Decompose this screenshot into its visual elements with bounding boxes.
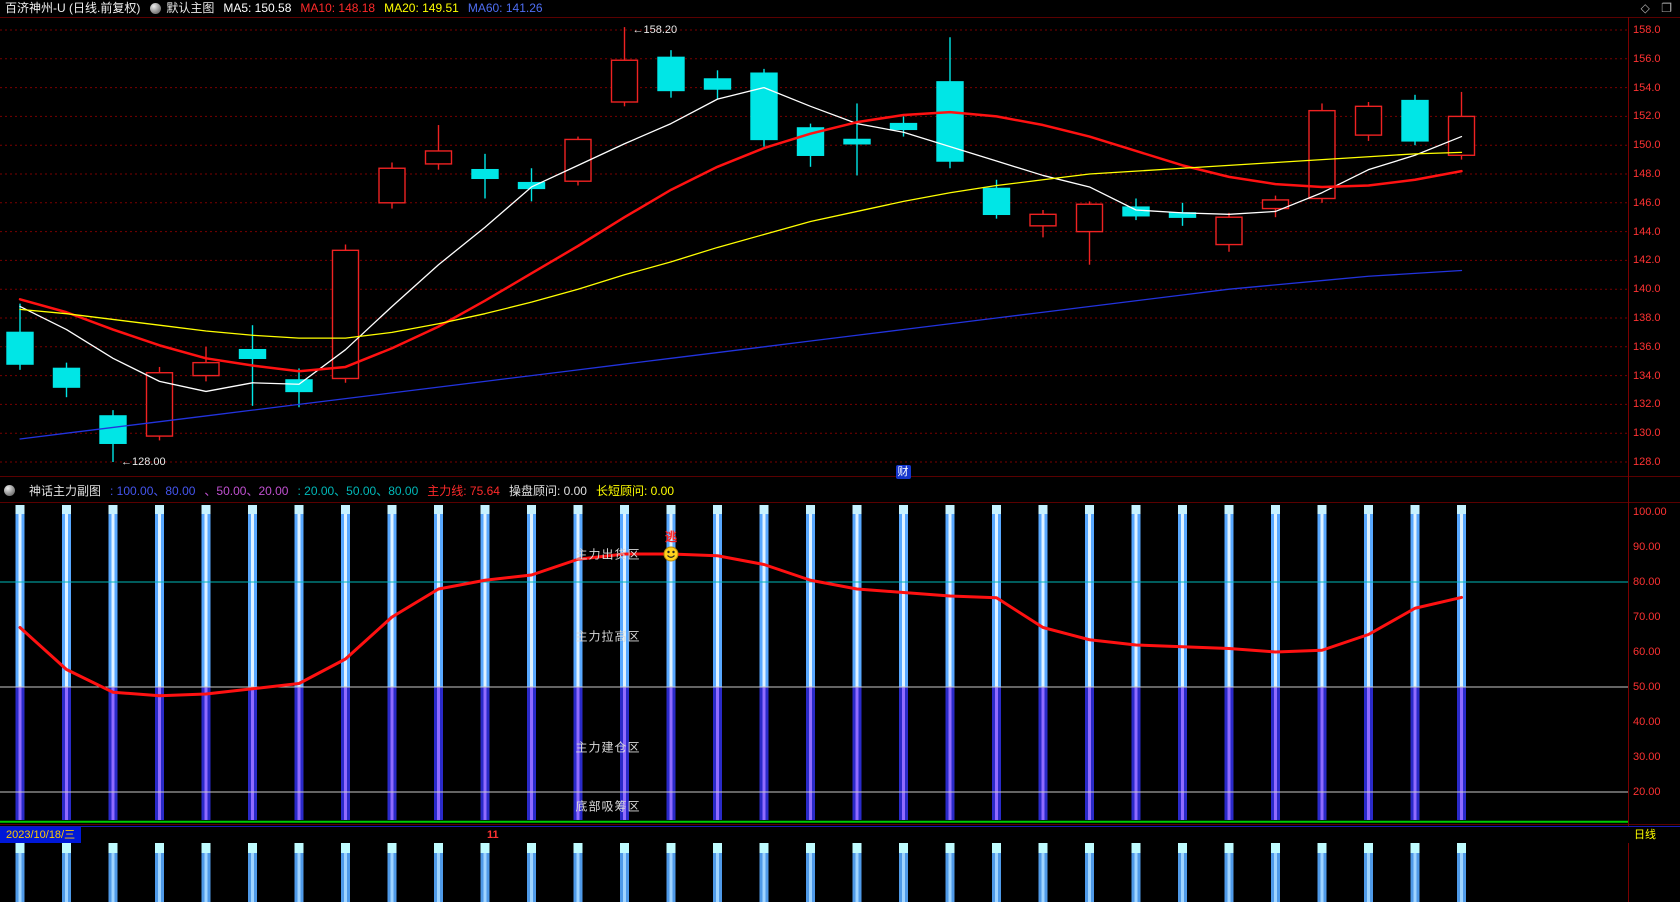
status-bar: 2023/10/18/三 11 日线 <box>0 826 1680 843</box>
date-display[interactable]: 2023/10/18/三 <box>0 827 82 843</box>
label-segment: 主力线: 75.64 <box>427 483 500 498</box>
diamond-icon[interactable]: ◇ <box>1640 1 1650 15</box>
titlebar-icons: ◇ ❐ <box>1633 1 1672 15</box>
sub-indicator-chart[interactable] <box>0 505 1628 823</box>
label-segment: MA5: 150.58 <box>223 1 292 15</box>
grid-lines <box>0 29 1628 463</box>
label-segment: 操盘顾问: 0.00 <box>508 483 587 498</box>
smiley-face-icon <box>663 546 679 562</box>
ma-lines <box>18 86 1463 440</box>
main-indicator-label[interactable]: 默认主图 <box>166 1 215 15</box>
sub-indicator-header: 神话主力副图 : 100.00、80.00 、50.00、20.00 : 20.00、… <box>0 479 1628 501</box>
scroll-marker: 11 <box>487 829 499 841</box>
main-candlestick-chart[interactable] <box>6 27 1476 462</box>
label-segment: : 100.00、80.00 <box>110 483 196 498</box>
indicator-cycle-icon[interactable] <box>150 3 162 14</box>
window-icon[interactable]: ❐ <box>1661 1 1672 15</box>
label-segment: 、50.00、20.00 <box>204 483 289 498</box>
next-panel-preview <box>15 843 1466 902</box>
label-segment: 长短顾问: 0.00 <box>595 483 675 498</box>
label-segment: MA10: 148.18 <box>300 1 376 15</box>
period-label[interactable]: 日线 <box>1634 829 1656 841</box>
indicator-cycle-icon[interactable] <box>4 484 15 496</box>
label-segment: MA60: 141.26 <box>467 1 543 15</box>
label-segment: MA20: 149.51 <box>384 1 459 15</box>
panel-borders <box>0 17 1680 902</box>
label-segment: : 20.00、50.00、80.00 <box>297 483 419 498</box>
main-force-line <box>18 546 1463 698</box>
sub-indicator-params: 神话主力副图 : 100.00、80.00 、50.00、20.00 : 20.00、… <box>20 482 674 499</box>
label-segment: 神话主力副图 <box>29 483 102 498</box>
ma-values: MA5: 150.58 MA10: 148.18 MA20: 149.51 MA60:… <box>214 0 542 17</box>
stock-title: 百济神州-U (日线.前复权) <box>5 1 141 15</box>
top-info-bar: 百济神州-U (日线.前复权) 默认主图 MA5: 150.58 MA10: 14… <box>0 0 1600 17</box>
